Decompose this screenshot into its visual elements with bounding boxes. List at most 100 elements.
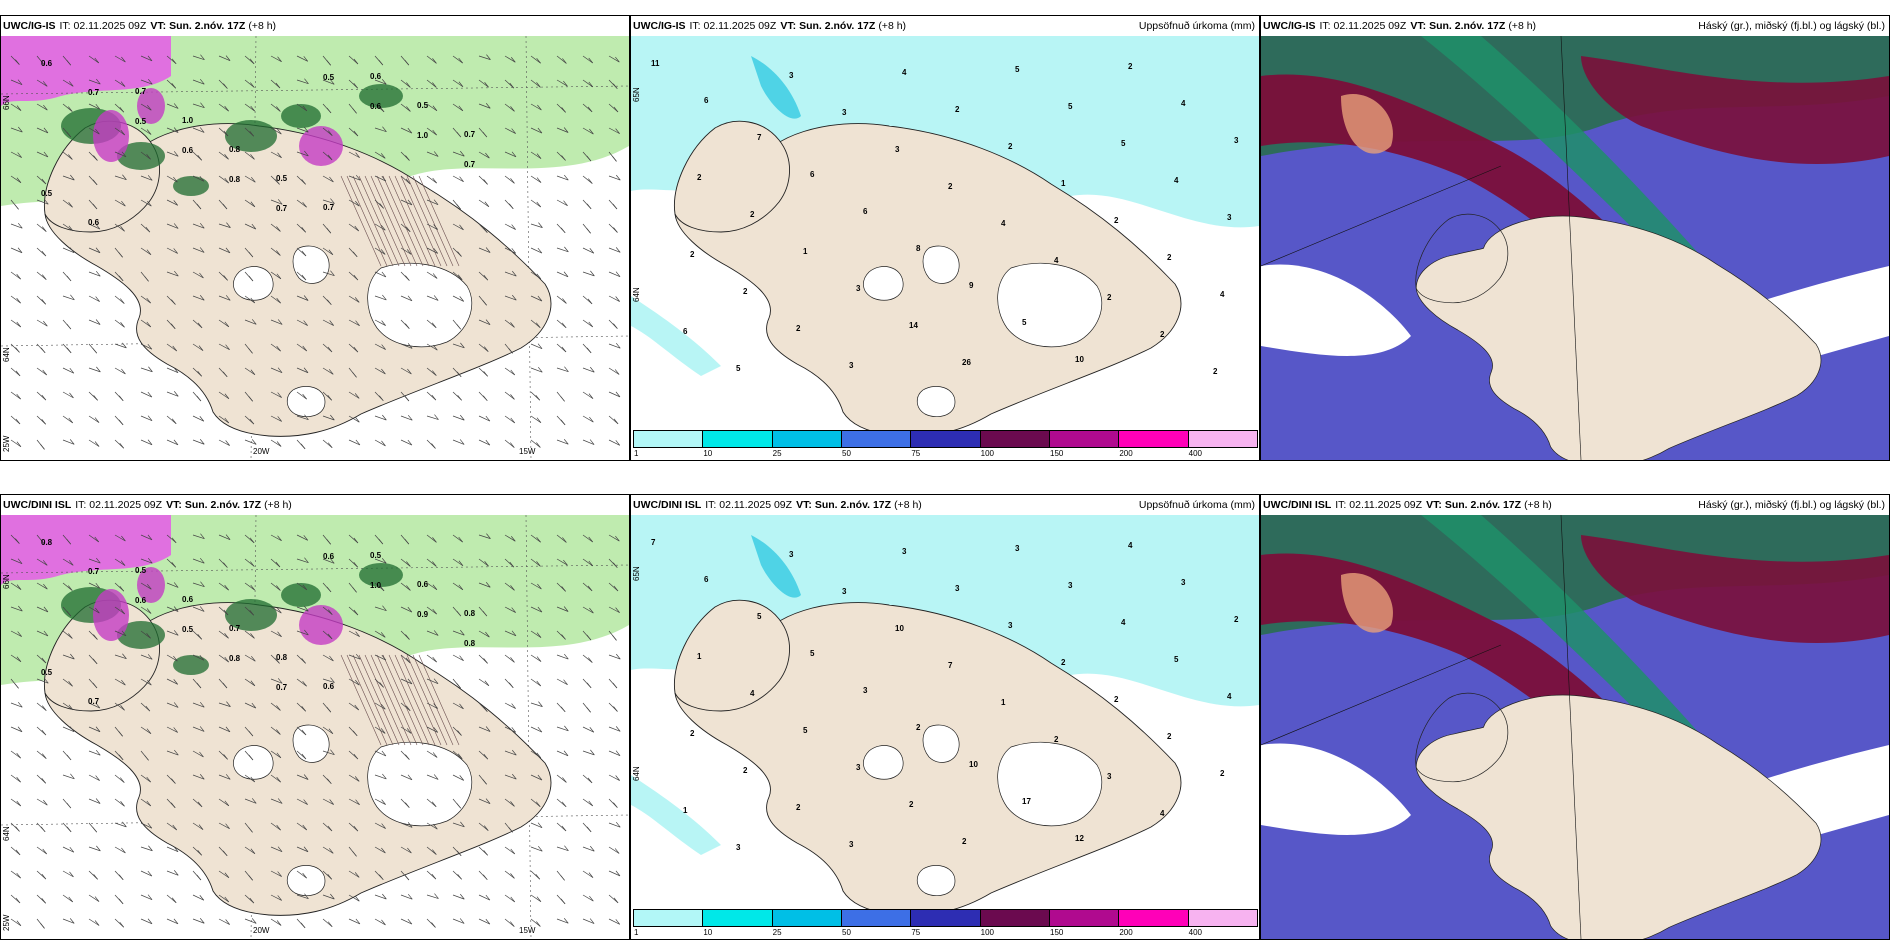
wind-barb-flag [379,395,384,401]
colorbar-swatch [841,909,912,927]
wind-barb [452,103,464,112]
precip-value: 2 [1114,695,1119,704]
wind-barb [140,343,152,350]
wind-barb-flag [328,728,334,734]
map-svg: 0.80.70.60.50.80.70.61.00.90.80.50.70.50… [1,515,629,939]
wind-barb [504,247,516,254]
wind-barb [374,822,386,829]
wind-barb [218,103,229,112]
snow-depth-value: 0.7 [276,683,288,692]
wind-barb [62,415,73,424]
wind-barb [114,606,125,615]
wind-barb-flag [405,155,410,161]
wind-barb [192,439,205,445]
wind-barb [10,247,23,254]
wind-barb [322,199,335,204]
precip-value: 10 [969,760,978,769]
wind-barb [114,175,127,181]
wind-barb [10,79,23,86]
wind-barb-flag [615,56,620,63]
wind-barb [374,558,387,564]
wind-barb-flag [381,320,386,326]
wind-barb-flag [147,870,153,877]
wind-barb [166,247,178,254]
precip-value: 5 [1068,102,1073,111]
wind-barb [140,247,152,255]
wind-barb-flag [277,871,282,877]
wind-barb [374,127,387,133]
wind-barb-flag [405,178,411,185]
wind-barb-flag [146,608,152,614]
wind-barb [192,774,205,780]
wind-barb-flag [304,629,309,636]
colorbar-tick: 150 [1050,928,1064,937]
wind-barb [62,870,74,878]
wind-barb-flag [536,536,541,543]
precip-value: 4 [902,68,907,77]
wind-barb [88,726,101,733]
wind-barb-flag [404,395,410,402]
precip-value: 4 [750,689,755,698]
vt-value: Sun. 2.nóv. 17Z [184,499,262,511]
wind-barb [140,558,153,564]
wind-barb [10,295,21,304]
wind-barb-flag [432,105,438,111]
snow-area-heavy [299,126,343,166]
wind-barb [452,439,465,445]
wind-barb [36,103,48,111]
wind-barb-flag [536,632,542,638]
wind-barb [166,654,178,662]
wind-barb [452,295,464,302]
wind-barb [582,726,594,733]
wind-barb [322,678,335,683]
wind-barb [296,630,309,636]
colorbar: 1 10 25 50 75 100 150 200 400 [633,909,1258,937]
wind-barb [10,750,21,759]
snow-area-dark [359,563,403,587]
westfjords-outline [1415,213,1509,304]
colorbar-tick: 100 [980,449,995,458]
hatch-line [406,654,448,746]
wind-barb-flag [147,822,153,829]
wind-barb-flag [146,800,152,807]
wind-barb-flag [329,558,335,564]
wind-barb [88,750,101,756]
model-name: UWC/IG-IS [3,20,56,32]
precip-value: 3 [1068,581,1073,590]
wind-barb-flag [15,538,20,544]
wind-barb-flag [586,707,591,713]
lat-label-64n: 64N [2,347,11,362]
wind-barb-flag [352,372,357,378]
wind-barb-flag [510,106,515,112]
wind-barb [374,702,386,710]
wind-barb-flag [486,54,491,60]
it-label: IT: [689,20,701,32]
wind-barb [166,702,179,708]
graticule-line [525,36,532,460]
wind-barb-flag [95,103,101,110]
wind-barb [36,582,48,590]
wind-barb-flag [355,152,360,158]
wind-barb [426,654,437,663]
wind-barb [348,702,359,711]
colorbar-tick: 50 [842,928,851,937]
wind-barb [10,870,21,879]
wind-barb [270,534,282,542]
wind-barb-flag [95,319,101,325]
wind-barb-flag [456,802,461,809]
precip-value: 6 [683,327,688,336]
wind-barb [452,534,463,543]
wind-barb-flag [250,154,255,160]
wind-barb [166,726,178,733]
wind-barb [36,319,48,327]
wind-barb-flag [405,634,410,640]
cloud-high [1581,535,1889,644]
wind-barb-flag [355,200,360,207]
wind-barb [478,415,491,422]
wind-barb-flag [197,634,202,640]
wind-barb [296,79,309,85]
wind-barb-flag [458,584,464,591]
snow-area-heavy [137,88,165,124]
wind-barb [374,439,386,447]
wind-barb [608,295,620,302]
